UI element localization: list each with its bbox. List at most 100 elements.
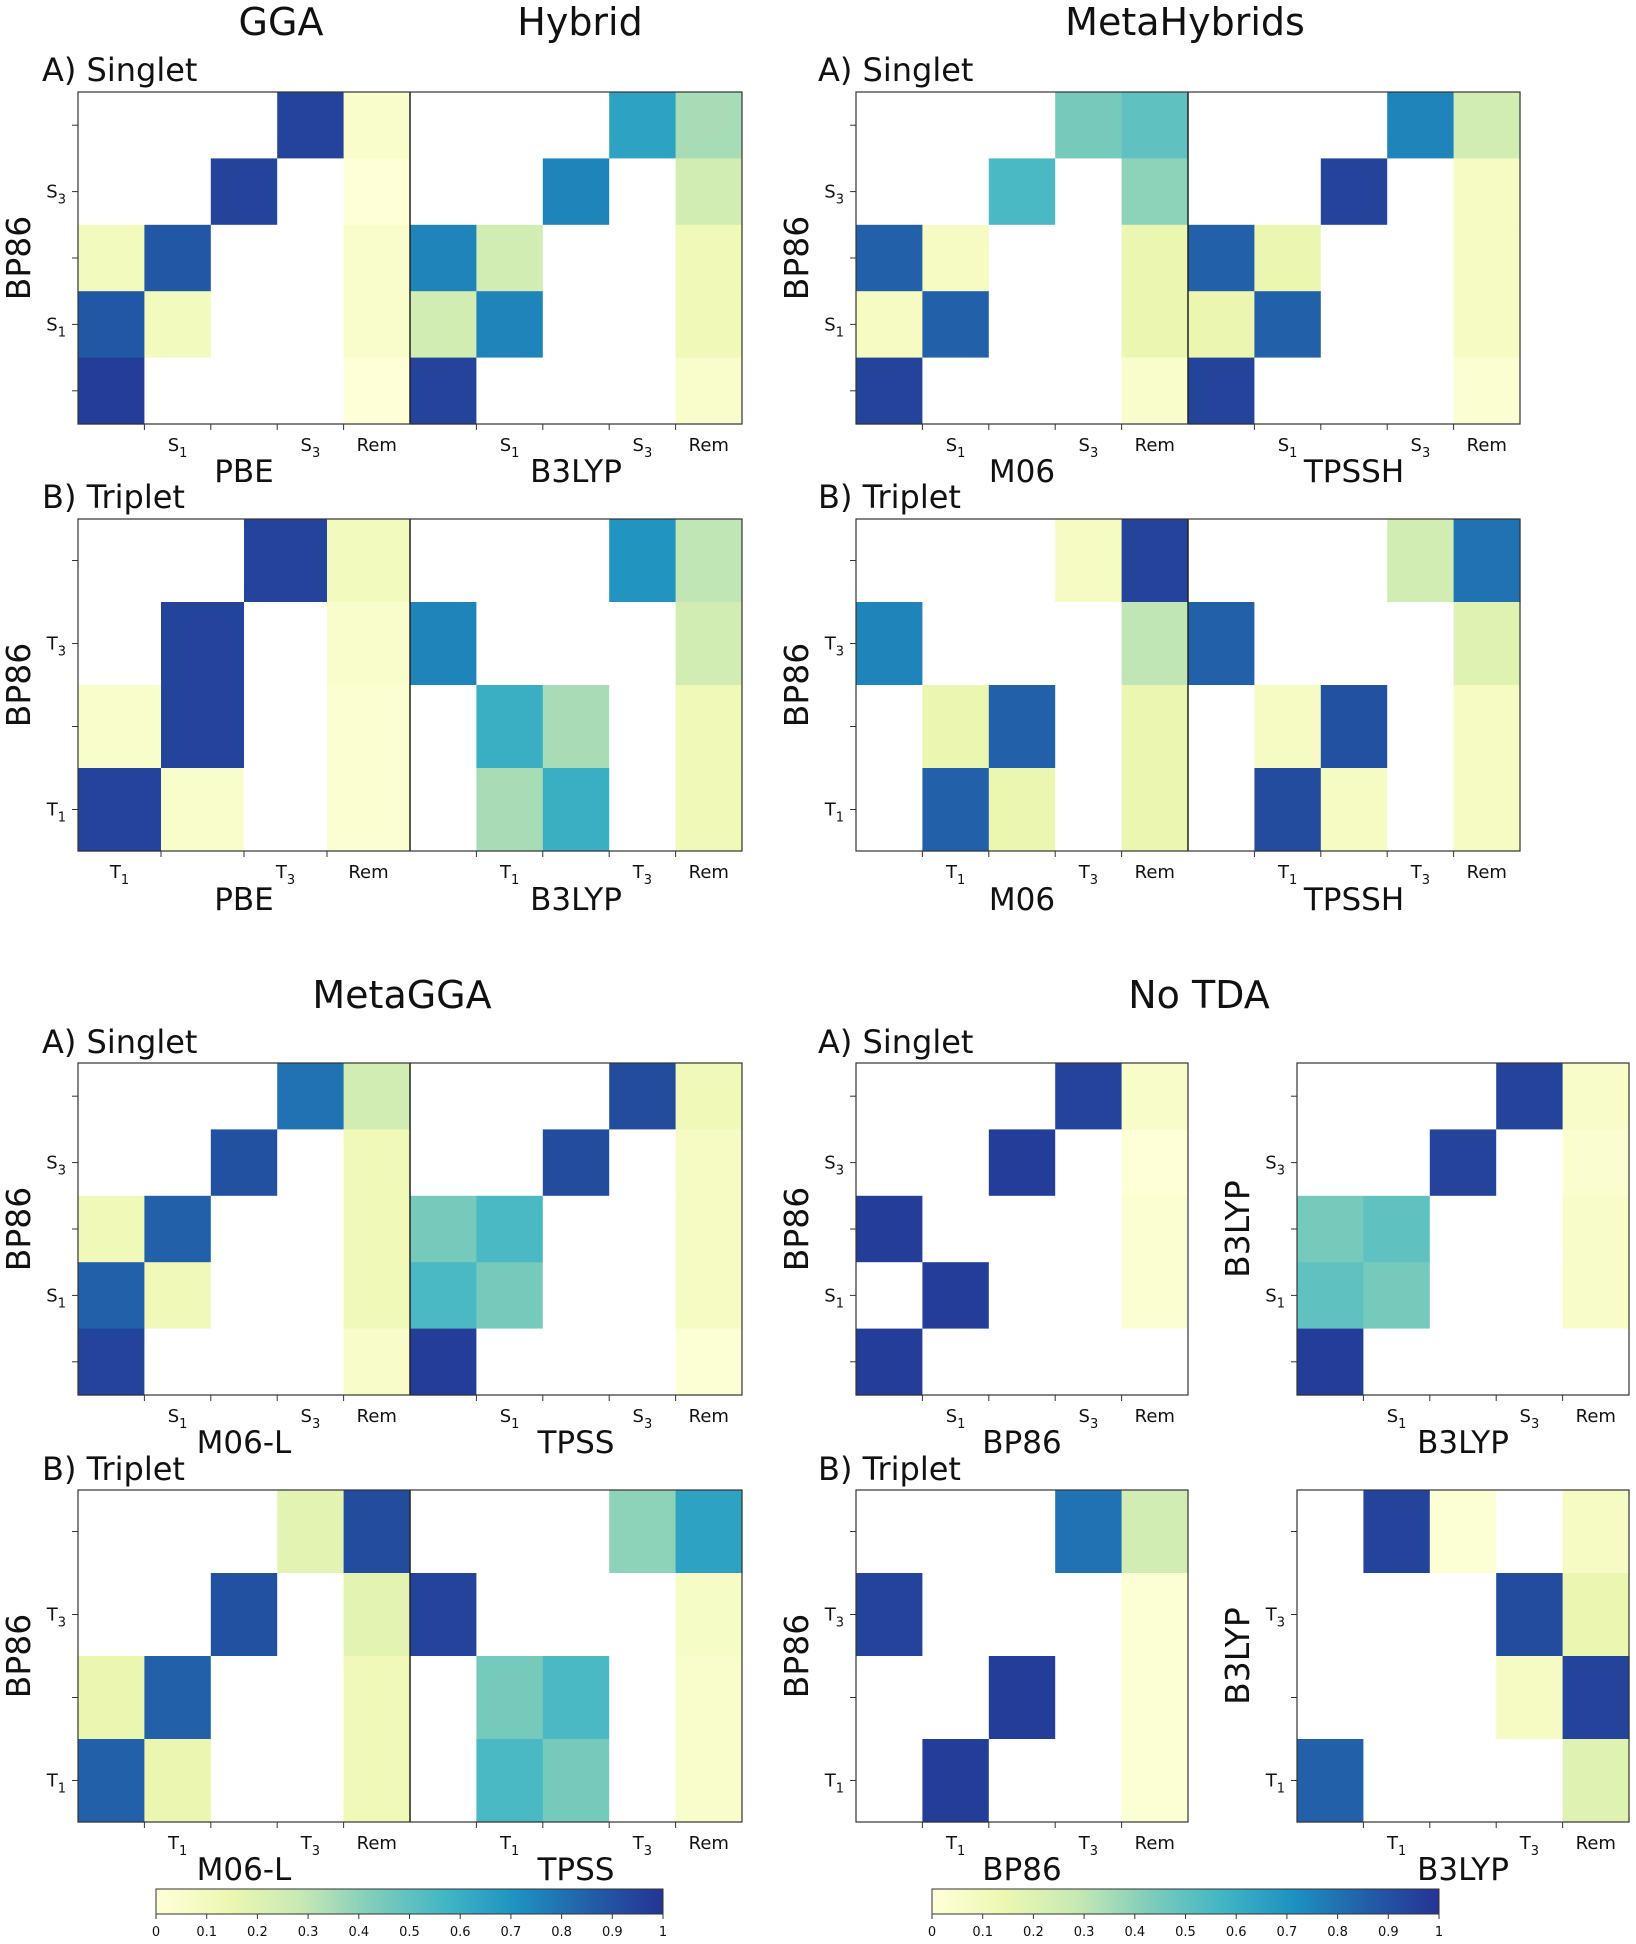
x-tick-label: T1 — [945, 862, 965, 888]
panel-label-metagga-singlet: A) Singlet — [42, 1023, 197, 1061]
panel-notda-singlet-b3lyp: B3LYP S1 S3 Rem B3LYP S1 S3 — [1218, 1062, 1630, 1461]
x-tick-label: S3 — [1411, 435, 1431, 461]
x-tick-label: S1 — [1278, 435, 1298, 461]
heatmap-cell — [343, 92, 411, 159]
heatmap-cell — [542, 1656, 610, 1740]
heatmap-cell — [144, 1328, 212, 1396]
group-title-hybrid: Hybrid — [517, 0, 643, 44]
colorbar-tick-label: 0.8 — [1327, 1925, 1348, 1940]
y-tick-label: S3 — [46, 1153, 66, 1179]
heatmap-cell — [1254, 602, 1322, 686]
heatmap-cell — [244, 602, 328, 686]
x-tick-label: S3 — [633, 435, 653, 461]
heatmap-cell — [1429, 1262, 1497, 1330]
heatmap-cell — [161, 519, 245, 603]
heatmap-cell — [988, 685, 1056, 769]
x-tick-label: S1 — [500, 1406, 520, 1432]
x-tick-label: Rem — [357, 435, 397, 456]
heatmap-cell — [78, 1262, 145, 1330]
colorbar-tick-label: 0.4 — [348, 1925, 369, 1940]
heatmap-cell — [988, 1739, 1056, 1823]
heatmap-cell — [609, 1656, 677, 1740]
heatmap-cell — [922, 158, 990, 226]
heatmap-cell — [210, 1490, 278, 1574]
heatmap-cell — [277, 1063, 345, 1130]
heatmap-cell — [856, 1328, 923, 1396]
heatmap-cell — [1320, 92, 1388, 159]
heatmap-cell — [856, 1195, 923, 1263]
x-tick-label: T3 — [1519, 1833, 1539, 1859]
heatmap-cell — [277, 92, 345, 159]
panel-gga-triplet: BP86 T1 T3 Rem PBE T1 T3 Rem B3LYP T1 T3 — [0, 518, 743, 918]
heatmap-cell — [144, 357, 212, 425]
heatmap-cell — [1453, 224, 1521, 292]
heatmap-cell — [1055, 1129, 1123, 1197]
x-tick-label: T3 — [1410, 862, 1430, 888]
heatmap-cell — [609, 291, 677, 359]
heatmap-cell — [1297, 1195, 1364, 1263]
heatmap-cell — [542, 1262, 610, 1330]
heatmap-cell — [78, 92, 145, 159]
y-tick-label: S1 — [46, 1285, 66, 1311]
panel-label-metagga-triplet: B) Triplet — [42, 1450, 185, 1488]
heatmap-cell — [988, 1262, 1056, 1330]
heatmap-cell — [922, 1573, 990, 1657]
heatmap-cell — [410, 1490, 477, 1574]
heatmap-cell — [1363, 1328, 1431, 1396]
x-axis-label: B3LYP — [1417, 1852, 1509, 1888]
y-axis-label: BP86 — [777, 1614, 816, 1699]
heatmap-cell — [476, 357, 544, 425]
heatmap-cell — [210, 1262, 278, 1330]
y-axis-label: B3LYP — [1218, 1180, 1257, 1278]
colorbar-tick-label: 0.5 — [399, 1925, 420, 1940]
heatmap-cell — [1320, 768, 1388, 852]
heatmap-cell — [609, 158, 677, 226]
heatmap-cell — [1188, 768, 1255, 852]
heatmap-cell — [410, 357, 477, 425]
y-tick-label: S3 — [46, 182, 66, 208]
heatmap-cell — [1320, 357, 1388, 425]
heatmap-cell — [1297, 1063, 1364, 1130]
x-tick-label: Rem — [348, 862, 388, 883]
heatmap-cell — [922, 1262, 990, 1330]
heatmap-cell — [542, 602, 610, 686]
heatmap-cell — [410, 602, 477, 686]
heatmap-cell — [1055, 519, 1123, 603]
heatmap-cell — [1121, 224, 1189, 292]
heatmap-cell — [609, 1195, 677, 1263]
heatmap-cell — [410, 1195, 477, 1263]
x-axis-label: M06 — [989, 454, 1055, 490]
panel-frame — [1296, 1062, 1630, 1396]
heatmap-cell — [922, 1195, 990, 1263]
heatmap-cell — [210, 1129, 278, 1197]
heatmap-cell — [1188, 602, 1255, 686]
heatmap-cell — [144, 1129, 212, 1197]
heatmap-cell — [1363, 1573, 1431, 1657]
heatmap-cell — [1320, 685, 1388, 769]
x-tick-label: S1 — [500, 435, 520, 461]
heatmap-cell — [675, 768, 743, 852]
heatmap-cell — [1363, 1195, 1431, 1263]
heatmap-cell — [210, 1328, 278, 1396]
heatmap-cell — [1496, 1063, 1564, 1130]
heatmap-cell — [78, 1328, 145, 1396]
heatmap-cell — [144, 1063, 212, 1130]
x-tick-label: Rem — [1135, 1406, 1175, 1427]
heatmap-cell — [922, 768, 990, 852]
x-tick-label: T3 — [1078, 1833, 1098, 1859]
heatmap-cell — [1121, 92, 1189, 159]
heatmap-cell — [542, 1490, 610, 1574]
heatmap-cell — [988, 92, 1056, 159]
heatmap-cell — [161, 768, 245, 852]
y-tick-label: T1 — [46, 1771, 66, 1797]
heatmap-cell — [476, 1328, 544, 1396]
heatmap-cell — [1387, 291, 1455, 359]
x-axis-label: M06 — [989, 882, 1055, 918]
heatmap-cell — [1254, 357, 1322, 425]
group-title-metahybrids: MetaHybrids — [1065, 0, 1305, 44]
heatmap-cell — [1363, 1490, 1431, 1574]
heatmap-cell — [856, 1739, 923, 1823]
y-tick-label: T3 — [824, 1605, 844, 1631]
panel-frame — [77, 91, 743, 425]
